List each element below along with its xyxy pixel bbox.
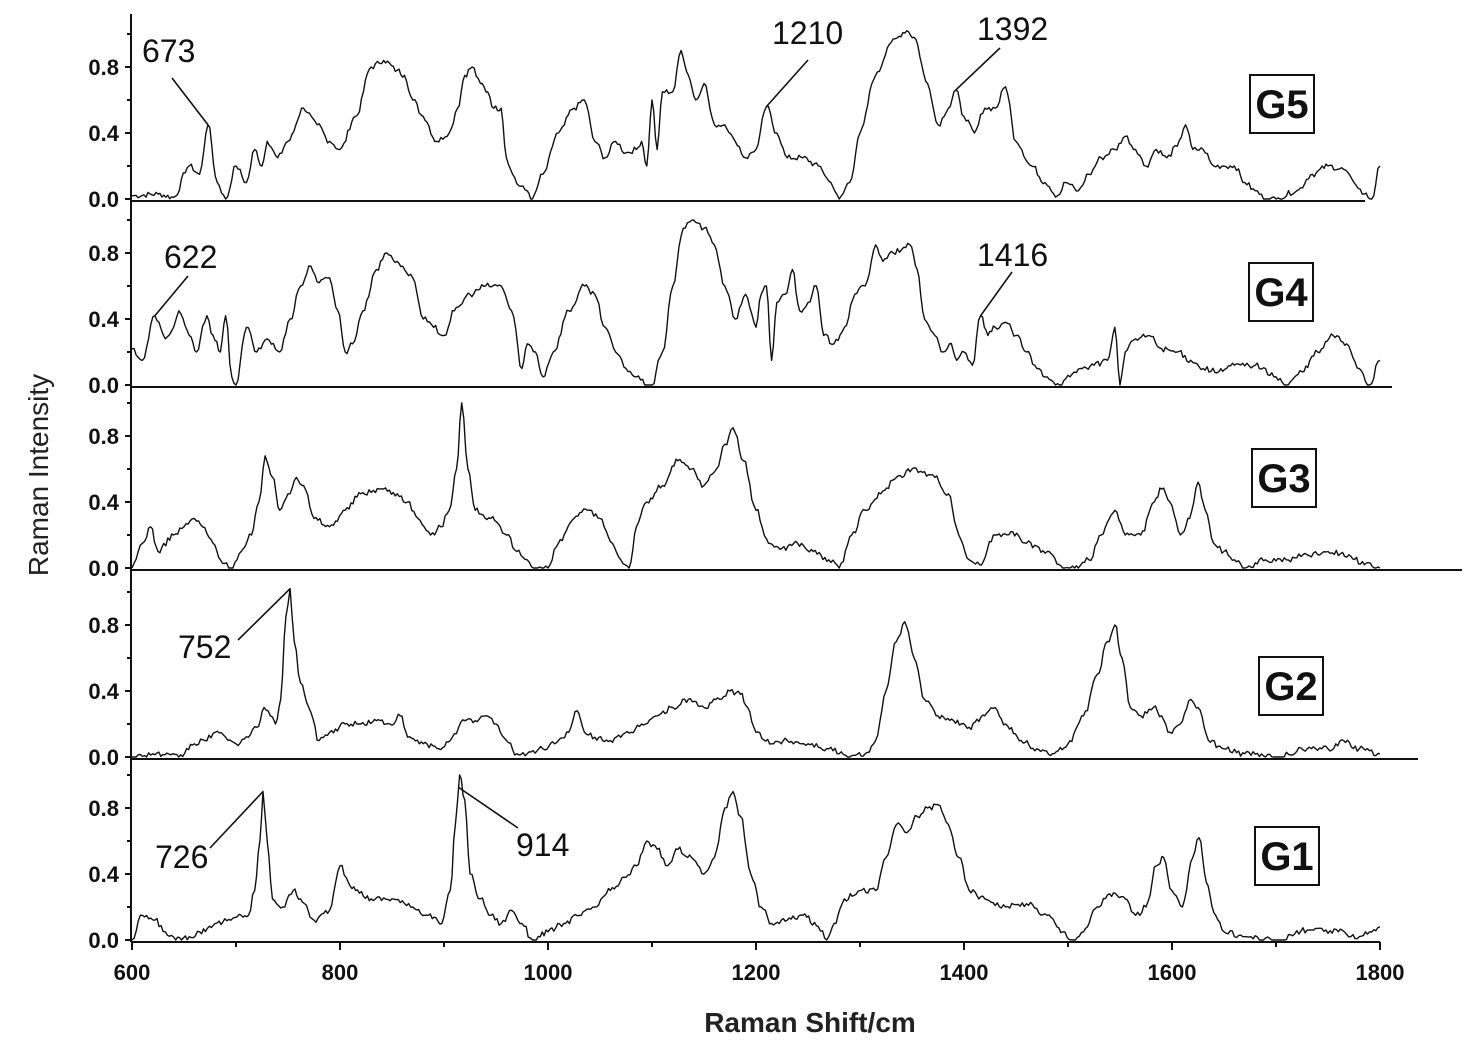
peak-annotation: 673 xyxy=(142,33,209,126)
panel-label: G1 xyxy=(1260,835,1313,879)
y-tick-label: 0.0 xyxy=(88,928,119,953)
x-tick-label: 1800 xyxy=(1356,960,1405,985)
y-tick-label: 0.8 xyxy=(88,55,119,80)
peak-annotation: 726 xyxy=(155,790,264,875)
spectrum-line-g2 xyxy=(132,588,1381,758)
y-tick-label: 0.8 xyxy=(88,796,119,821)
y-tick-label: 0.4 xyxy=(88,490,119,515)
peak-label: 622 xyxy=(164,239,217,275)
x-tick-label: 800 xyxy=(322,960,359,985)
panel-label: G2 xyxy=(1264,665,1317,709)
axes: 600 800 1000 1200 1400 1600 1800 xyxy=(114,14,1405,985)
panel-g2: 0.0 0.4 0.8 G2 xyxy=(88,588,1418,770)
leader-line xyxy=(209,790,264,849)
y-tick-label: 0.0 xyxy=(88,373,119,398)
x-tick-label: 1200 xyxy=(732,960,781,985)
panel-label-box xyxy=(1249,74,1315,134)
leader-line xyxy=(955,47,1001,91)
panel-label-box xyxy=(1251,448,1317,508)
peak-annotation: 914 xyxy=(458,786,569,863)
y-tick-label: 0.0 xyxy=(88,556,119,581)
panel-g4: 0.0 0.4 0.8 G4 xyxy=(88,219,1392,398)
panel-label-box xyxy=(1258,656,1324,716)
peak-annotation: 622 xyxy=(154,239,217,317)
peak-annotation: 752 xyxy=(178,588,291,665)
x-tick-label: 600 xyxy=(114,960,151,985)
panels: 0.00.40.8G50.00.40.8G40.00.40.8G30.00.40… xyxy=(88,30,1462,953)
leader-line xyxy=(765,59,809,108)
spectrum-line-g1 xyxy=(131,774,1381,941)
spectrum-line-g5 xyxy=(132,30,1381,200)
spectrum-line-g4 xyxy=(131,219,1381,386)
leader-line xyxy=(458,786,519,829)
spectrum-line-g3 xyxy=(131,402,1381,569)
y-tick-label: 0.4 xyxy=(88,862,119,887)
y-tick-label: 0.0 xyxy=(88,187,119,212)
leader-line xyxy=(979,271,1013,317)
peak-label: 752 xyxy=(178,629,231,665)
panel-label-box xyxy=(1248,262,1314,322)
y-tick-label: 0.4 xyxy=(88,679,119,704)
peak-annotation: 1392 xyxy=(955,11,1048,91)
panel-label: G5 xyxy=(1255,83,1308,127)
panel-g5: 0.0 0.4 0.8 G5 xyxy=(88,30,1381,212)
peak-label: 726 xyxy=(155,839,208,875)
panel-g1: 0.0 0.4 0.8 G1 xyxy=(88,774,1381,953)
y-tick-label: 0.8 xyxy=(88,241,119,266)
x-tick-label: 1600 xyxy=(1148,960,1197,985)
panel-label-box xyxy=(1254,826,1320,886)
x-tick-label: 1000 xyxy=(524,960,573,985)
peak-label: 673 xyxy=(142,33,195,69)
panel-label: G4 xyxy=(1254,271,1308,315)
peak-label: 1416 xyxy=(977,237,1048,273)
peak-annotation: 1210 xyxy=(765,15,843,108)
leader-line xyxy=(237,588,291,641)
peak-label: 1210 xyxy=(772,15,843,51)
x-axis-title: Raman Shift/cm xyxy=(704,1007,916,1038)
peak-annotation: 1416 xyxy=(977,237,1048,317)
y-tick-label: 0.8 xyxy=(88,613,119,638)
y-tick-label: 0.4 xyxy=(88,307,119,332)
annotations: 673 1210 1392 622 1416 752 726 914 xyxy=(142,11,1048,875)
y-tick-label: 0.0 xyxy=(88,745,119,770)
leader-line xyxy=(171,77,209,126)
panel-g3: 0.0 0.4 0.8 G3 xyxy=(88,402,1462,581)
panel-label: G3 xyxy=(1257,457,1310,501)
leader-line xyxy=(154,275,189,317)
y-axis-title: Raman Intensity xyxy=(23,374,54,576)
peak-label: 914 xyxy=(516,827,569,863)
x-tick-label: 1400 xyxy=(940,960,989,985)
y-tick-label: 0.8 xyxy=(88,424,119,449)
peak-label: 1392 xyxy=(977,11,1048,47)
y-tick-label: 0.4 xyxy=(88,121,119,146)
